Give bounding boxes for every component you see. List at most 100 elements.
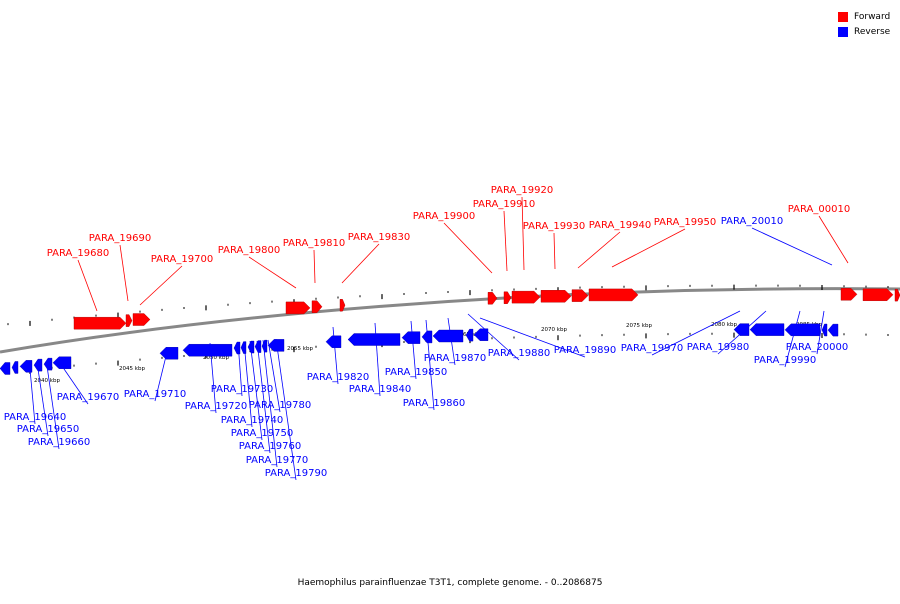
leader-line [751,227,833,266]
gene-label: PARA_19750 [231,428,293,439]
forward-gene-arrow [311,300,323,313]
gene-label: PARA_19740 [221,415,283,426]
reverse-gene-arrow [749,323,785,336]
forward-gene-arrow [487,292,498,305]
leader-line [248,256,297,289]
forward-gene-arrow [894,288,900,302]
gene-label: PARA_19700 [151,254,213,265]
gene-label: PARA_19970 [621,343,683,354]
leader-line [37,368,49,437]
scale-label: 2055 kbp [287,346,313,352]
leader-line [275,338,297,481]
gene-label: PARA_19870 [424,353,486,364]
scale-label: 2080 kbp [711,322,737,328]
gene-label: PARA_19940 [589,220,651,231]
leader-line [139,265,183,306]
leader-line [784,310,801,368]
gene-label: PARA_19980 [687,342,749,353]
label-leader-lines [29,196,849,481]
gene-label: PARA_19860 [403,398,465,409]
gene-label: PARA_19930 [523,221,585,232]
leader-line [374,322,381,397]
scale-label: 2050 kbp [203,355,229,361]
forward-gene-arrow [503,291,512,304]
leader-line [816,310,825,355]
reverse-gene-arrow [733,323,750,336]
leader-line [443,222,493,274]
leader-line [262,339,278,468]
forward-gene-arrow [571,289,589,302]
leader-line [61,365,89,405]
leader-line [249,340,263,441]
leader-line [651,310,741,356]
gene-label: PARA_20000 [786,342,848,353]
gene-label: PARA_19680 [47,248,109,259]
gene-label: PARA_19670 [57,392,119,403]
legend-swatch-forward [838,11,848,22]
leader-line [332,326,339,385]
gene-label: PARA_19810 [283,238,345,249]
legend-label-forward: Forward [854,11,891,22]
forward-gene-arrow [339,299,346,312]
forward-gene-arrow [840,288,858,301]
gene-label: PARA_00010 [788,204,850,215]
leader-line [447,317,456,366]
leader-line [577,231,621,269]
gene-label: PARA_19650 [17,424,79,435]
gene-label: PARA_19840 [349,384,411,395]
reverse-gene-arrow [325,335,342,348]
gene-label: PARA_19640 [4,412,66,423]
forward-gene-arrow [588,288,639,302]
gene-label: PARA_19790 [265,468,327,479]
gene-label: PARA_20010 [721,216,783,227]
reverse-gene-arrow [11,361,19,374]
forward-gene-arrow [285,301,311,315]
leader-line [553,232,556,270]
gene-label: PARA_19690 [89,233,151,244]
leader-line [119,244,129,302]
scale-label: 2070 kbp [541,327,567,333]
legend-label-reverse: Reverse [854,26,891,37]
leader-line [237,341,243,397]
gene-label: PARA_19800 [218,245,280,256]
leader-line [267,339,281,413]
reverse-gene-arrow [0,362,11,375]
legend-swatch-reverse [838,26,848,37]
leader-line [611,228,686,268]
leader-line [209,342,217,414]
leader-line [410,320,417,380]
leader-line [313,249,316,284]
gene-label: PARA_19920 [491,185,553,196]
forward-gene-arrow [132,313,151,326]
reverse-gene-arrow [43,357,53,371]
gene-label: PARA_19730 [211,384,273,395]
gene-label: PARA_19910 [473,199,535,210]
reverse-gene-arrow [19,360,33,373]
forward-gene-arrow [540,290,572,303]
reverse-gene-arrow [347,333,401,346]
leader-line [503,210,508,272]
gene-label: PARA_19710 [124,389,186,400]
leader-line [341,243,380,284]
reverse-gene-arrow [33,358,43,372]
gene-label: PARA_19950 [654,217,716,228]
gene-label: PARA_19780 [249,400,311,411]
genome-backbone [0,287,900,354]
gene-label: PARA_19770 [246,455,308,466]
leader-line [154,347,169,402]
reverse-gene-arrow [421,330,433,344]
scale-label: 2075 kbp [626,323,652,329]
leader-line [46,365,60,450]
reverse-gene-arrow [473,328,489,341]
forward-gene-arrow [73,317,127,330]
scale-label: 2040 kbp [34,378,60,384]
gene-label: PARA_19760 [239,441,301,452]
map-caption: Haemophilus parainfluenzae T3T1, complet… [297,578,603,588]
leader-line [818,215,849,264]
leader-line [77,259,98,312]
scale-label: 2045 kbp [119,366,145,372]
gene-label: PARA_19880 [488,348,550,359]
